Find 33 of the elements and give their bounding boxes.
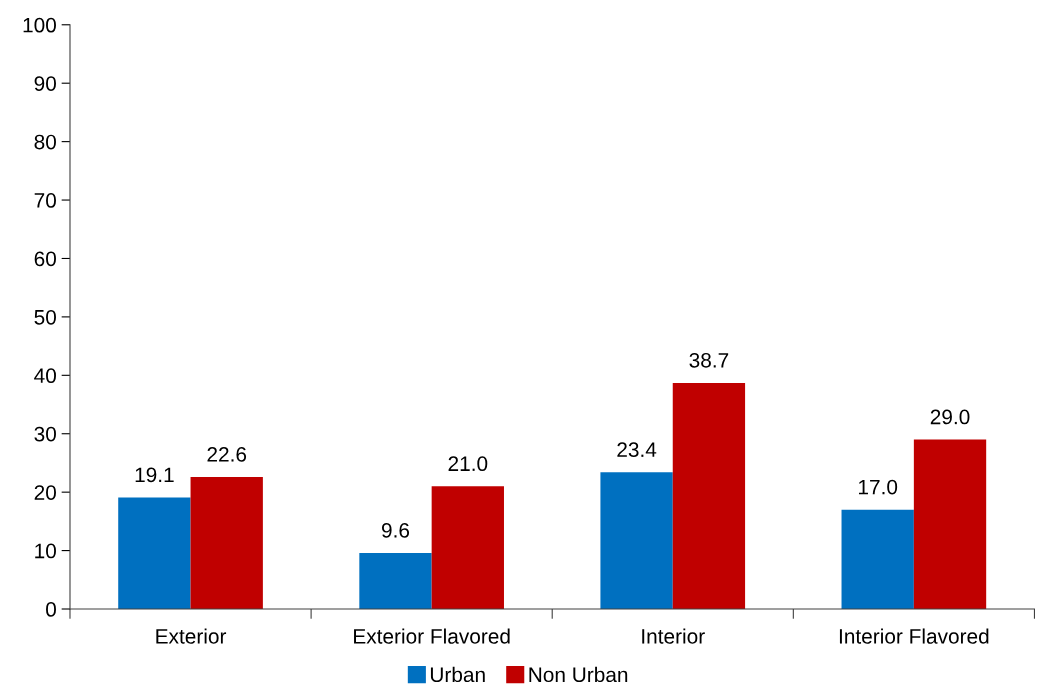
y-tick-label: 30 (34, 426, 56, 442)
x-tick-label: Interior (642, 628, 705, 644)
y-tick-label: 50 (34, 309, 56, 325)
y-tick-label: 40 (34, 368, 56, 384)
data-label: 23.4 (617, 442, 657, 458)
y-tick-label: 20 (34, 485, 56, 500)
data-label: 17.0 (859, 479, 898, 495)
data-label: 22.6 (207, 446, 247, 462)
bar (431, 486, 504, 609)
bar (600, 472, 673, 609)
bar (841, 509, 914, 609)
x-tick-label: Interior Flavored (839, 628, 989, 644)
y-tick-label: 80 (34, 134, 56, 150)
y-tick-label: 60 (34, 251, 56, 267)
y-tick-label: 10 (35, 543, 56, 559)
bar (190, 476, 263, 609)
y-tick-label: 70 (34, 193, 56, 208)
bar (118, 497, 191, 609)
y-tick-label: 0 (46, 602, 56, 617)
bar (359, 552, 432, 609)
data-label: 29.0 (930, 409, 970, 425)
bar (672, 382, 746, 609)
x-tick-label: Exterior (156, 628, 227, 644)
x-tick-label: Exterior Flavored (354, 628, 510, 644)
legend-label: Urban (430, 666, 485, 683)
y-tick-label: 90 (34, 76, 56, 91)
y-tick-label: 100 (23, 17, 56, 33)
data-label: 38.7 (689, 352, 729, 368)
data-label: 9.6 (381, 522, 410, 538)
legend-label: Non Urban (529, 666, 628, 683)
bar (913, 439, 987, 609)
data-label: 19.1 (135, 467, 174, 483)
data-label: 21.0 (448, 456, 488, 472)
